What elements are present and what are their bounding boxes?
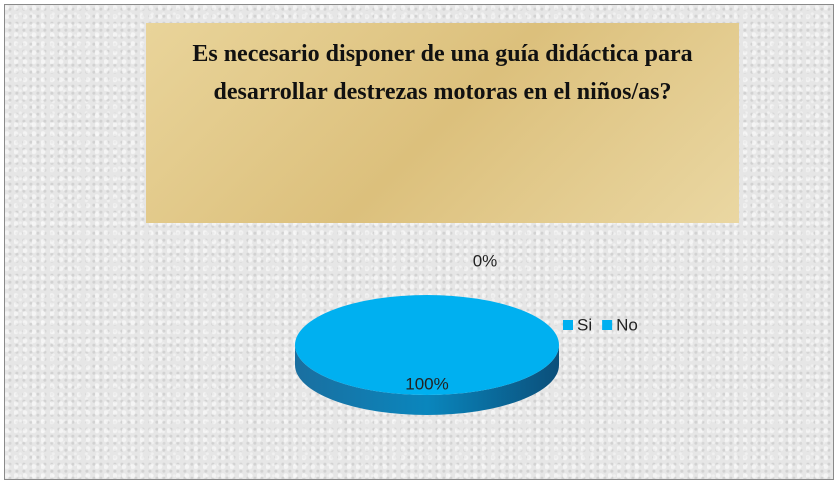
data-label: 100%: [405, 374, 448, 393]
chart-area: Es necesario disponer de una guía didáct…: [4, 4, 834, 480]
legend-label: No: [616, 315, 638, 334]
legend-swatch: [563, 320, 573, 330]
pie-side: [295, 345, 559, 415]
data-label: 0%: [473, 251, 498, 270]
pie-slice: [295, 295, 559, 395]
legend-swatch: [602, 320, 613, 330]
legend-label: Si: [577, 315, 592, 334]
chart-title: Es necesario disponer de una guía didáct…: [146, 23, 739, 223]
